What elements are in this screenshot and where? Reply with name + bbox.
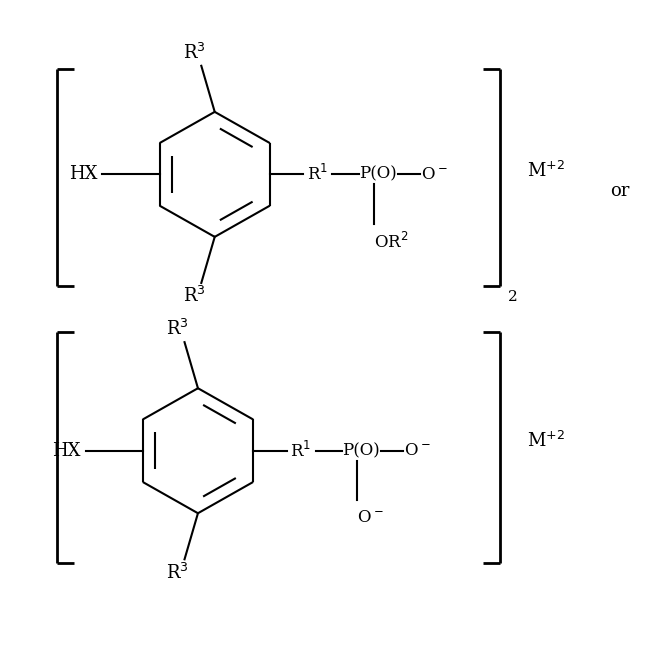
Text: or: or — [611, 182, 630, 200]
Text: M$^{+2}$: M$^{+2}$ — [527, 431, 565, 451]
Text: O$^-$: O$^-$ — [404, 442, 431, 459]
Text: HX: HX — [68, 165, 97, 184]
Text: R$^3$: R$^3$ — [183, 286, 206, 307]
Text: R$^3$: R$^3$ — [183, 42, 206, 63]
Text: 2: 2 — [508, 290, 518, 303]
Text: O$^-$: O$^-$ — [357, 509, 384, 526]
Text: OR$^2$: OR$^2$ — [374, 232, 409, 253]
Text: R$^3$: R$^3$ — [166, 318, 189, 339]
Text: O$^-$: O$^-$ — [421, 166, 448, 183]
Text: HX: HX — [52, 442, 81, 460]
Text: M$^{+2}$: M$^{+2}$ — [527, 161, 565, 181]
Text: R$^3$: R$^3$ — [166, 563, 189, 583]
Text: R$^1$: R$^1$ — [290, 441, 311, 461]
Text: P(O): P(O) — [359, 166, 397, 183]
Text: R$^1$: R$^1$ — [307, 164, 328, 184]
Text: P(O): P(O) — [342, 442, 380, 459]
